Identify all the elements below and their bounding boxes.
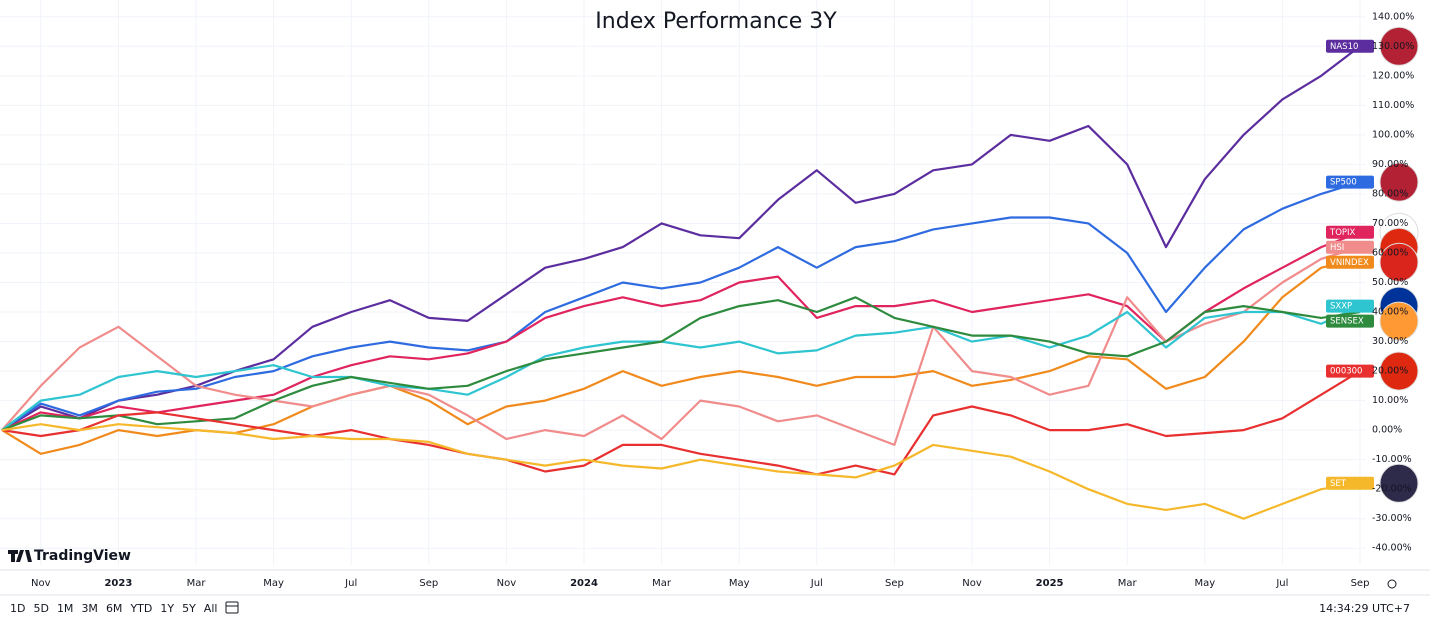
x-tick-label: Nov [962,578,982,589]
x-tick-label: Nov [31,578,51,589]
date-range-button[interactable] [225,601,239,614]
end-tags: NAS10 SP500 TOPIX HSI VNINDEX SXXP SENSEX 00030… [1326,26,1419,503]
y-tick-label: 140.00% [1372,11,1414,22]
end-tag-label: 000300 [1330,367,1362,377]
y-tick-label: 10.00% [1372,395,1408,406]
series-line [1,296,1361,432]
end-tag [1326,314,1374,328]
end-tag-label: SENSEX [1330,317,1364,327]
x-tick-label: Sep [1351,578,1370,589]
range-button[interactable]: 1Y [160,602,174,615]
series-line [1,231,1361,432]
y-tick-label: 70.00% [1372,218,1408,229]
grid [0,0,1365,565]
series-line [1,45,1361,432]
settings-button[interactable] [1387,579,1397,589]
y-tick-label: -40.00% [1372,543,1412,554]
range-button[interactable]: 5Y [182,602,196,615]
flag-icon [1379,242,1419,282]
x-tick-label: May [1194,578,1215,589]
y-tick-label: -30.00% [1372,513,1412,524]
x-tick-label: 2023 [104,578,132,589]
x-tick-label: Mar [1118,578,1138,589]
flag-icon [1379,26,1419,66]
series-line [1,181,1361,432]
logo-text: TradingView [34,548,131,564]
x-tick-label: Jul [344,578,357,589]
x-tick-label: Mar [652,578,672,589]
end-tag [1326,39,1374,53]
y-tick-label: 20.00% [1372,366,1408,377]
y-tick-label: 120.00% [1372,70,1414,81]
end-tag-label: SET [1330,479,1347,489]
chart-title: Index Performance 3Y [595,9,837,34]
logo: TradingView [8,548,131,564]
x-tick-label: Nov [497,578,517,589]
end-tag [1326,175,1374,189]
y-tick-label: 30.00% [1372,336,1408,347]
x-tick-label: Jul [810,578,823,589]
series-line [1,246,1361,446]
y-tick-label: 50.00% [1372,277,1408,288]
range-button[interactable]: YTD [129,602,152,615]
range-button[interactable]: 3M [81,602,98,615]
end-tag-label: VNINDEX [1330,258,1369,268]
y-tick-label: 130.00% [1372,41,1414,52]
y-tick-label: 110.00% [1372,100,1414,111]
end-tag-label: TOPIX [1329,228,1356,238]
x-tick-label: 2024 [570,578,598,589]
range-bar: 1D 5D 1M 3M 6M YTD 1Y 5Y All [10,602,217,615]
range-button[interactable]: 1M [57,602,74,615]
flag-icon [1379,301,1419,341]
x-tick-label: May [729,578,750,589]
x-tick-label: 2025 [1036,578,1064,589]
y-tick-label: 0.00% [1372,425,1402,436]
flag-icon [1379,463,1419,503]
clock: 14:34:29 UTC+7 [1319,602,1410,615]
y-tick-label: 90.00% [1372,159,1408,170]
x-tick-label: Sep [419,578,438,589]
y-tick-label: -10.00% [1372,454,1412,465]
range-button[interactable]: 6M [106,602,123,615]
x-tick-label: Sep [885,578,904,589]
x-tick-label: Mar [187,578,207,589]
x-tick-label: May [263,578,284,589]
series-line [1,370,1361,476]
plot-area [1,45,1361,520]
flag-icon [1379,351,1419,391]
series-line [1,305,1361,431]
end-tag [1326,476,1374,490]
y-tick-label: 60.00% [1372,247,1408,258]
end-tag-label: NAS10 [1330,42,1358,52]
y-tick-label: 40.00% [1372,307,1408,318]
end-tag [1326,299,1374,313]
y-tick-label: -20.00% [1372,484,1412,495]
x-tick-label: Jul [1275,578,1288,589]
end-tag [1326,364,1374,378]
end-tag-label: SXXP [1330,302,1352,312]
range-button[interactable]: 1D [10,602,25,615]
flag-icon [1379,162,1419,202]
range-button[interactable]: All [204,602,218,615]
end-tag-label: HSI [1330,243,1344,253]
end-tag [1326,225,1374,239]
end-tag [1326,240,1374,254]
end-tag [1326,255,1374,269]
y-tick-label: 80.00% [1372,188,1408,199]
series-line [1,423,1361,520]
end-tag-label: SP500 [1330,178,1357,188]
y-tick-label: 100.00% [1372,129,1414,140]
range-button[interactable]: 5D [33,602,48,615]
